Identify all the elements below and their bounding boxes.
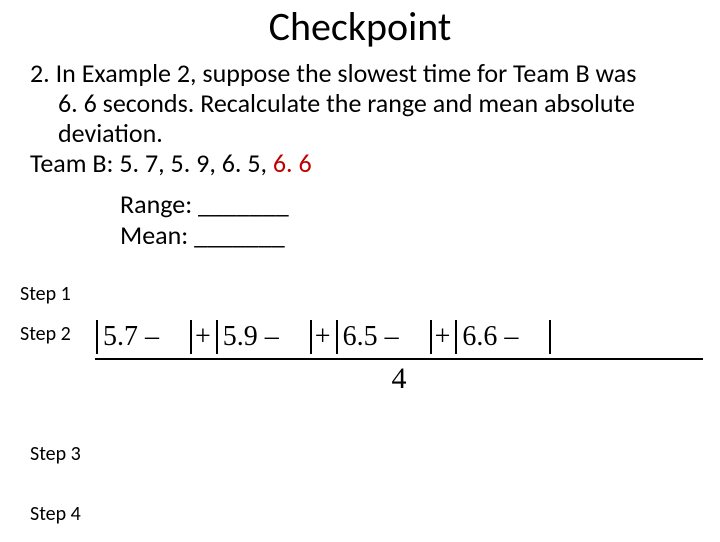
abs-bar-icon — [190, 320, 192, 354]
team-highlight: 6. 6 — [273, 147, 312, 179]
plus-2: + — [313, 321, 335, 353]
abs-bar-icon — [96, 320, 98, 354]
term-4: 6.6 – — [458, 321, 520, 353]
page-title: Checkpoint — [0, 2, 720, 51]
problem-line3: deviation. — [58, 117, 163, 149]
problem-line2: 6. 6 seconds. Recalculate the range and … — [58, 87, 635, 119]
step2-label: Step 2 — [20, 322, 71, 346]
range-line: Range: _______ — [120, 188, 289, 220]
plus-1: + — [193, 321, 215, 353]
abs-bar-icon — [310, 320, 312, 354]
problem-line1: 2. In Example 2, suppose the slowest tim… — [30, 57, 636, 89]
abs-bar-icon — [549, 320, 551, 354]
abs-bar-icon — [455, 320, 457, 354]
fraction-line — [95, 358, 703, 360]
formula-numerator: 5.7 – + 5.9 – + 6.5 – + 6.6 – — [95, 320, 695, 354]
term-3: 6.5 – — [339, 321, 401, 353]
team-label: Team B: 5. 7, 5. 9, 6. 5, — [30, 147, 273, 179]
formula-block: 5.7 – + 5.9 – + 6.5 – + 6.6 – 4 — [95, 320, 695, 396]
formula-denominator: 4 — [95, 362, 703, 396]
term-1: 5.7 – — [99, 321, 161, 353]
plus-3: + — [433, 321, 455, 353]
abs-bar-icon — [430, 320, 432, 354]
step4-label: Step 4 — [30, 502, 81, 526]
step3-label: Step 3 — [30, 442, 81, 466]
range-mean-block: Range: _______ Mean: _______ — [120, 189, 720, 251]
abs-bar-icon — [336, 320, 338, 354]
abs-bar-icon — [216, 320, 218, 354]
mean-line: Mean: _______ — [120, 219, 285, 251]
problem-text: 2. In Example 2, suppose the slowest tim… — [30, 59, 700, 179]
term-2: 5.9 – — [219, 321, 281, 353]
team-data: Team B: 5. 7, 5. 9, 6. 5, 6. 6 — [30, 147, 312, 179]
step1-label: Step 1 — [20, 282, 71, 306]
